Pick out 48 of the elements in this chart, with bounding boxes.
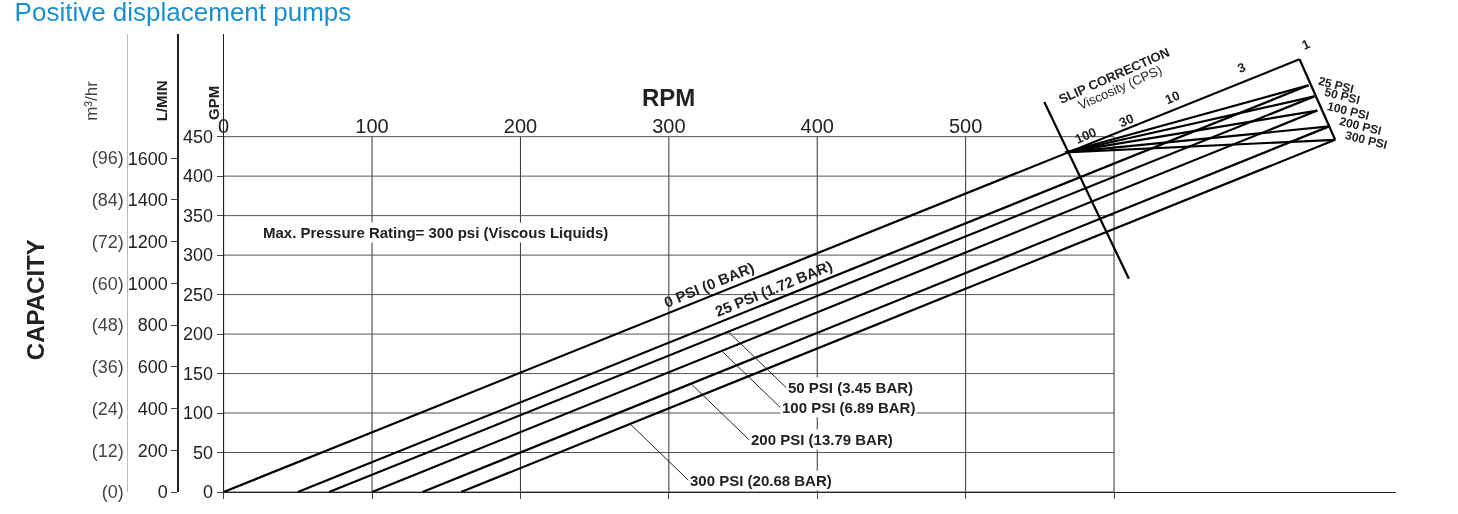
x-tick-label: 100	[355, 114, 389, 137]
y2-tick-label: 400	[137, 398, 168, 419]
y3-tick-label: (72)	[91, 231, 124, 252]
annotation: 1	[1299, 36, 1313, 53]
chart-title: Positive displacement pumps	[14, 0, 352, 27]
annotation: 30	[1116, 110, 1137, 131]
y-tick-label: 350	[183, 205, 214, 226]
y2-tick-label: 1400	[127, 190, 168, 211]
y-tick-label: 450	[183, 126, 214, 147]
y-tick-label: 100	[183, 403, 214, 424]
y-tick-label: 400	[183, 166, 214, 187]
y2-tick-label: 0	[157, 482, 168, 503]
y3-tick-label: (48)	[91, 315, 124, 336]
x-tick-label: 300	[652, 114, 686, 137]
y2-axis-title: L/MIN	[153, 80, 171, 122]
y-tick-label: 200	[183, 324, 214, 345]
y-tick-label: 150	[183, 363, 214, 384]
annotation: 200 PSI (13.79 BAR)	[751, 431, 893, 448]
y-tick-label: 0	[203, 482, 214, 503]
y2-tick-label: 200	[137, 440, 168, 461]
x-axis-title: RPM	[642, 84, 696, 111]
annotation: 300 PSI (20.68 BAR)	[690, 472, 832, 489]
y2-tick-label: 1000	[127, 273, 168, 294]
annotation: 3	[1235, 59, 1248, 76]
text: CAPACITY	[21, 239, 49, 361]
x-tick-label: 200	[503, 114, 538, 137]
x-tick-label: 500	[948, 114, 983, 137]
y2-tick-label: 600	[137, 357, 168, 378]
annotation: 100 PSI (6.89 BAR)	[782, 399, 916, 416]
y3-tick-label: (0)	[101, 482, 124, 503]
y3-tick-label: (84)	[91, 190, 124, 211]
y3-tick-label: (24)	[91, 398, 124, 419]
y2-tick-label: 1600	[127, 148, 168, 169]
y-tick-label: 50	[193, 442, 214, 463]
annotation: 50 PSI (3.45 BAR)	[788, 379, 914, 396]
y3-tick-label: (36)	[91, 357, 124, 378]
y2-tick-label: 1200	[127, 231, 168, 252]
y-tick-label: 250	[183, 284, 214, 305]
y3-axis-title: m³/hr	[81, 80, 101, 121]
x-tick-label: 400	[800, 114, 834, 137]
y-axis-title: GPM	[205, 85, 223, 120]
annotation: Max. Pressure Rating= 300 psi (Viscous Liquids)	[263, 224, 609, 241]
y3-tick-label: (60)	[91, 273, 124, 294]
y3-tick-label: (12)	[91, 440, 124, 461]
y3-tick-label: (96)	[91, 148, 124, 169]
y2-tick-label: 800	[137, 315, 168, 336]
annotation: 10	[1162, 87, 1182, 108]
y-tick-label: 300	[183, 245, 214, 266]
